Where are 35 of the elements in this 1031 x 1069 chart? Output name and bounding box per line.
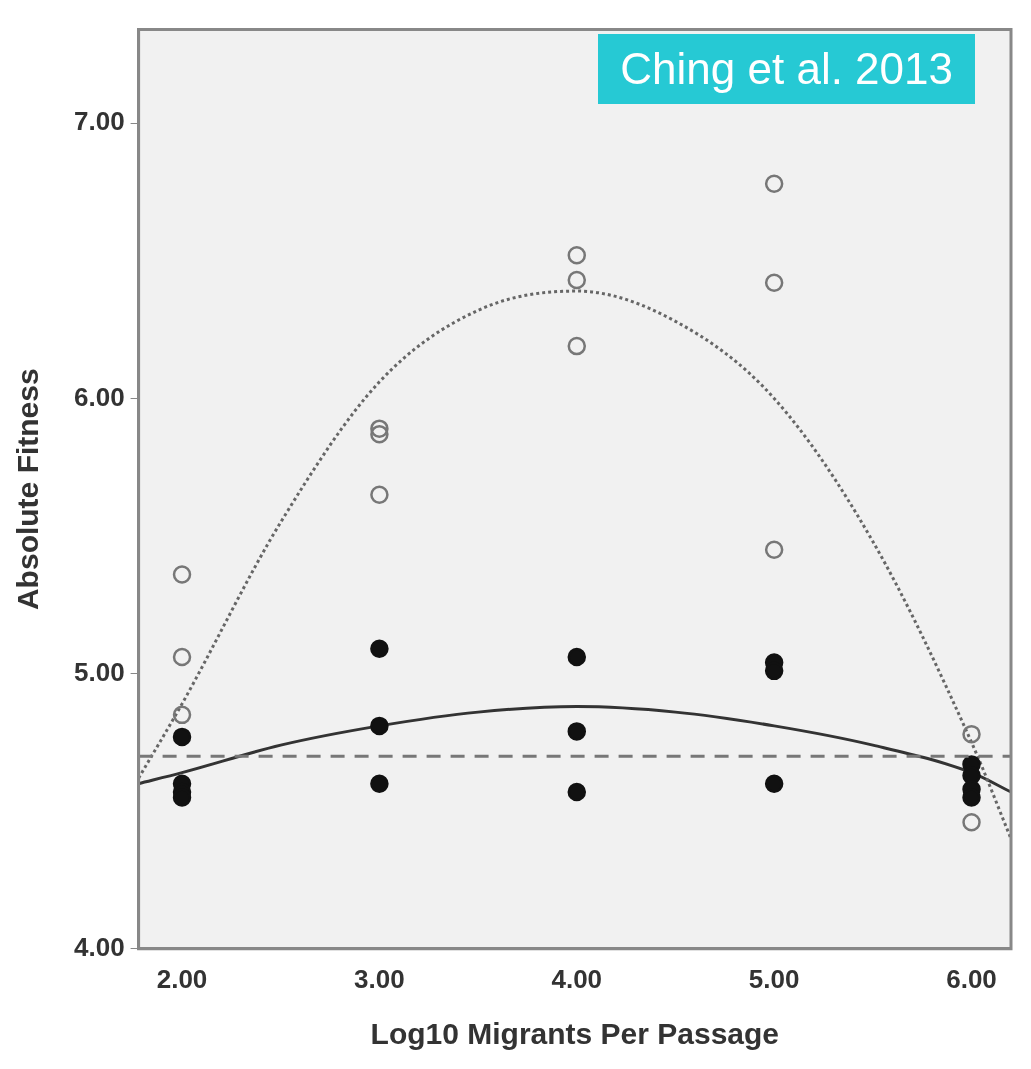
- point: [567, 246, 587, 265]
- y-tick-label: 6.00: [73, 381, 125, 412]
- point: [567, 722, 587, 741]
- point: [962, 812, 981, 832]
- y-axis-title: Absolute Fitness: [11, 368, 45, 611]
- point: [370, 774, 389, 793]
- point: [172, 727, 192, 747]
- point: [764, 273, 784, 293]
- point: [764, 774, 784, 793]
- line-series: [138, 705, 1011, 794]
- y-tick-label: 7.00: [73, 106, 125, 137]
- point: [370, 424, 389, 444]
- annotation: Ching et al. 2013: [598, 34, 975, 104]
- point: [172, 647, 192, 667]
- point: [370, 716, 389, 736]
- x-tick-label: 2.00: [156, 963, 208, 994]
- point: [764, 174, 784, 193]
- x-tick-label: 3.00: [354, 963, 405, 994]
- point: [567, 336, 587, 356]
- y-tick-label: 4.00: [73, 931, 125, 962]
- x-tick-label: 4.00: [551, 963, 603, 994]
- point: [370, 639, 389, 659]
- point: [567, 782, 587, 802]
- point: [370, 485, 389, 504]
- point: [567, 270, 587, 290]
- point: [370, 419, 389, 438]
- point: [172, 565, 192, 584]
- y-tick-label: 5.00: [73, 656, 125, 687]
- x-axis-title: Log10 Migrants Per Passage: [370, 1017, 780, 1051]
- point: [962, 724, 981, 744]
- point: [567, 647, 587, 667]
- point: [764, 540, 784, 559]
- x-tick-label: 6.00: [946, 963, 997, 994]
- x-tick-label: 5.00: [748, 963, 800, 994]
- point: [172, 705, 192, 725]
